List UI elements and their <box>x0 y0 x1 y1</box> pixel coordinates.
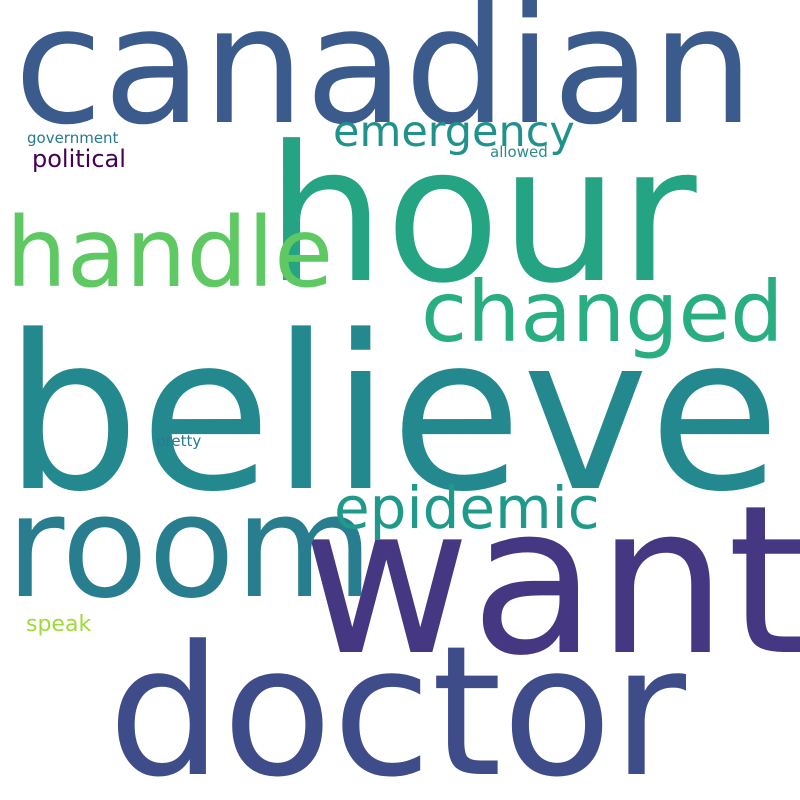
word-emergency: emergency <box>333 107 575 157</box>
word-hour: hour <box>266 106 697 325</box>
word-changed: changed <box>421 263 784 361</box>
word-political: political <box>32 145 126 173</box>
word-pretty: pretty <box>156 432 202 450</box>
word-handle: handle <box>6 197 334 309</box>
word-speak: speak <box>26 612 92 637</box>
word-allowed: allowed <box>490 143 548 161</box>
word-believe: believe <box>4 290 781 539</box>
word-epidemic: epidemic <box>334 474 600 542</box>
word-canadian: canadian <box>14 0 755 161</box>
word-government: government <box>27 129 119 147</box>
word-room: room <box>6 465 374 630</box>
word-doctor: doctor <box>108 608 687 800</box>
word-want: want <box>302 461 800 701</box>
